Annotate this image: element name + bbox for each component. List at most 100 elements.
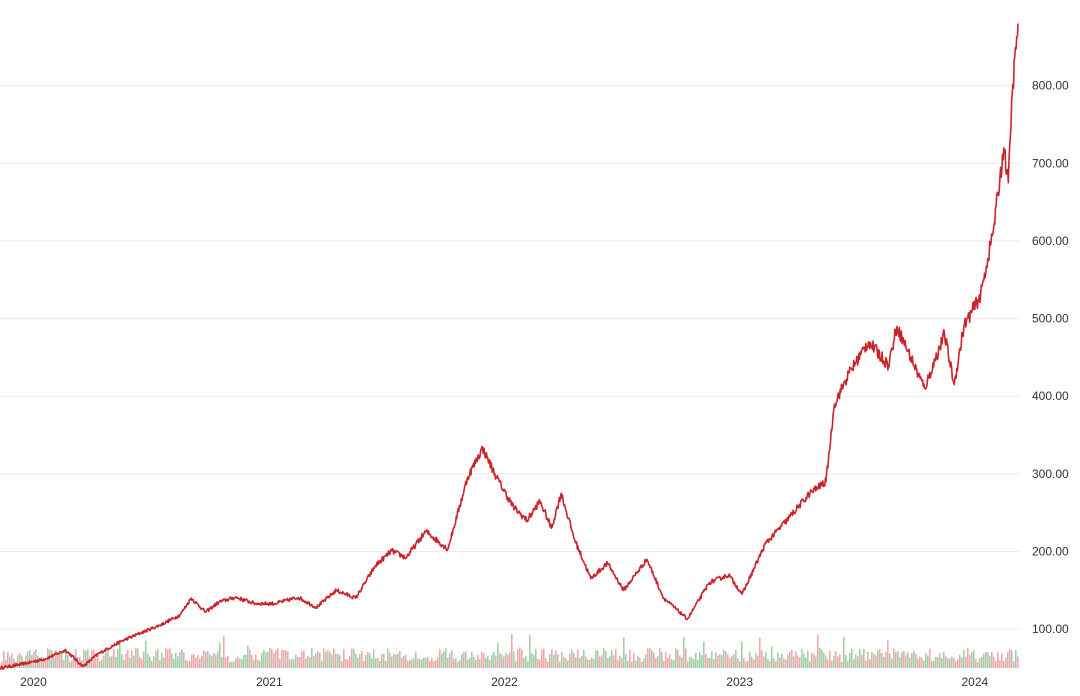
volume-bar [793, 656, 795, 668]
volume-bar [523, 658, 525, 668]
volume-bar [527, 661, 529, 668]
volume-bar [949, 658, 951, 668]
volume-bar [549, 654, 551, 668]
volume-bar [425, 657, 427, 668]
volume-bar [369, 653, 371, 668]
volume-bar [563, 656, 565, 668]
volume-bar [137, 648, 139, 668]
volume-bar [229, 661, 231, 668]
volume-bar [299, 657, 301, 668]
volume-bar [263, 650, 265, 668]
volume-bar [811, 652, 813, 668]
volume-bar [713, 659, 715, 668]
volume-bar [825, 655, 827, 668]
volume-bar [237, 656, 239, 668]
volume-bar [777, 652, 779, 668]
volume-bar [981, 656, 983, 668]
volume-bar [817, 634, 819, 668]
volume-bar [897, 651, 899, 668]
volume-bar [787, 654, 789, 668]
volume-bar [329, 651, 331, 668]
volume-bar [899, 657, 901, 668]
y-tick-label: 100.00 [1032, 622, 1069, 636]
volume-bar [51, 650, 53, 668]
volume-bar [293, 659, 295, 668]
volume-bar [895, 651, 897, 668]
volume-bar [845, 654, 847, 668]
volume-bar [575, 657, 577, 668]
volume-bar [393, 653, 395, 668]
volume-bar [1011, 650, 1013, 668]
x-tick-label: 2022 [491, 675, 518, 689]
volume-bar [441, 653, 443, 668]
volume-bar [859, 648, 861, 668]
volume-bar [225, 657, 227, 668]
volume-bar [179, 651, 181, 668]
volume-bar [945, 656, 947, 668]
volume-bar [765, 652, 767, 668]
volume-bar [533, 654, 535, 668]
volume-bar [135, 648, 137, 668]
volume-bar [625, 653, 627, 668]
volume-bar [991, 651, 993, 668]
volume-bar [737, 658, 739, 668]
volume-bar [951, 656, 953, 668]
volume-bar [651, 650, 653, 668]
volume-bar [645, 654, 647, 668]
volume-bar [377, 657, 379, 668]
volume-bar [703, 641, 705, 668]
volume-bar [89, 656, 91, 668]
volume-bar [993, 656, 995, 668]
volume-bar [955, 661, 957, 668]
volume-bar [509, 652, 511, 668]
volume-bar [217, 651, 219, 668]
volume-bar [707, 658, 709, 668]
volume-bar [83, 649, 85, 668]
volume-bar [803, 653, 805, 668]
volume-bar [463, 651, 465, 668]
volume-bar [933, 660, 935, 668]
volume-bar [81, 660, 83, 668]
volume-bar [565, 658, 567, 668]
volume-bar [805, 657, 807, 668]
volume-bar [597, 650, 599, 668]
volume-bar [831, 660, 833, 668]
volume-bar [761, 650, 763, 668]
volume-bar [319, 652, 321, 668]
volume-bar [401, 657, 403, 668]
volume-bar [821, 649, 823, 668]
volume-bar [595, 650, 597, 668]
volume-bar [213, 653, 215, 668]
volume-bar [445, 648, 447, 668]
volume-bar [433, 661, 435, 668]
volume-bar [181, 649, 183, 668]
volume-bar [621, 658, 623, 668]
volume-bar [909, 657, 911, 668]
volume-bar [855, 654, 857, 668]
volume-bar [337, 653, 339, 668]
volume-bar [1013, 661, 1015, 668]
volume-bar [53, 657, 55, 668]
volume-bar [929, 649, 931, 668]
volume-bar [903, 651, 905, 668]
volume-bar [25, 655, 27, 668]
volume-bar [203, 650, 205, 668]
volume-bar [629, 649, 631, 668]
volume-bar [391, 656, 393, 668]
volume-bar [885, 652, 887, 668]
volume-bar [709, 657, 711, 668]
volume-bar [105, 652, 107, 668]
volume-bar [743, 658, 745, 668]
volume-bar [539, 660, 541, 668]
volume-bar [97, 654, 99, 668]
volume-bar [85, 650, 87, 668]
volume-bar [867, 651, 869, 668]
volume-bar [335, 653, 337, 668]
volume-bar [759, 637, 761, 668]
volume-bar [147, 653, 149, 668]
volume-bar [499, 653, 501, 668]
volume-bar [267, 651, 269, 668]
volume-bar [283, 650, 285, 668]
volume-bar [187, 661, 189, 668]
volume-bar [325, 652, 327, 668]
